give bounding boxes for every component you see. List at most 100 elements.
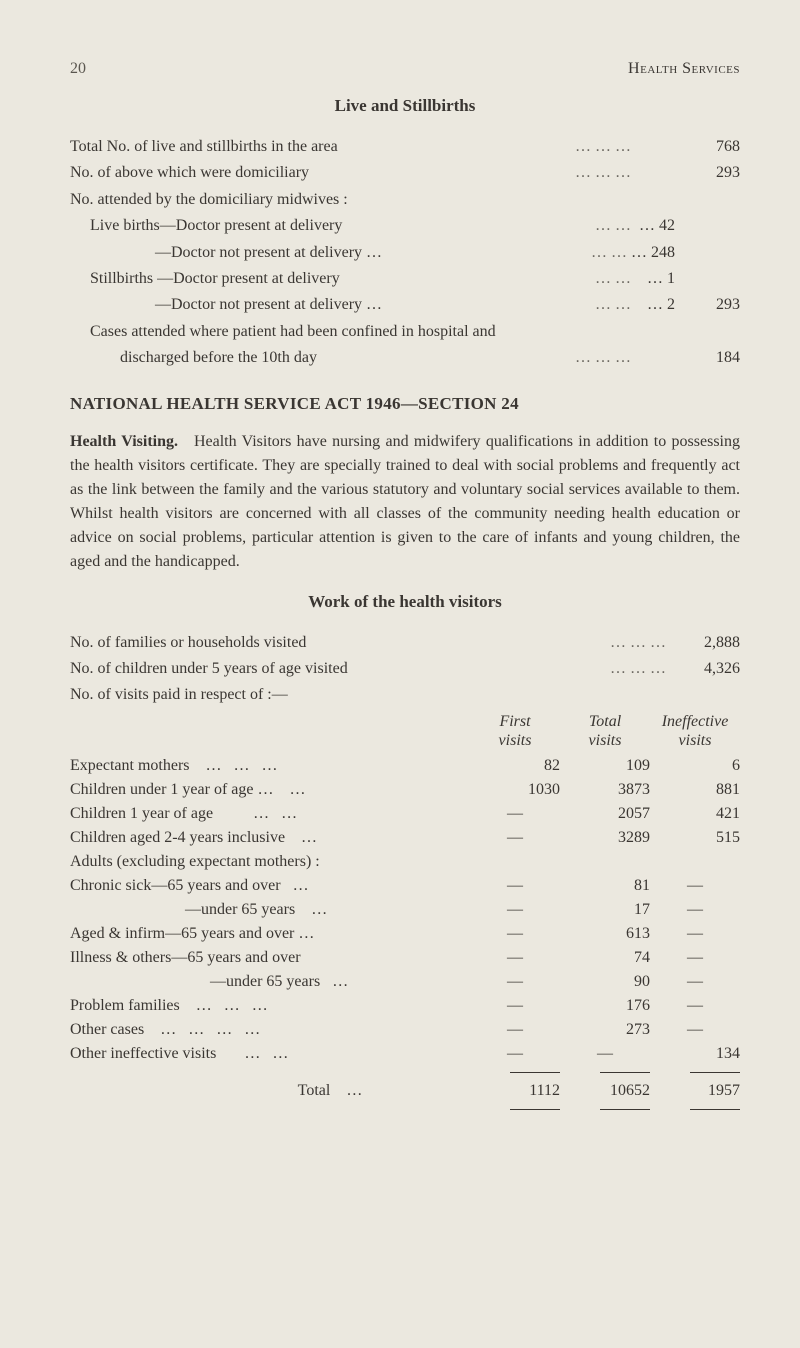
- rule: [510, 1072, 560, 1073]
- row-label: —under 65 years …: [70, 898, 470, 922]
- dots: … …: [591, 213, 635, 239]
- row-label: Adults (excluding expectant mothers) :: [70, 850, 470, 874]
- table-row: Aged & infirm—65 years and over … — 613 …: [70, 922, 740, 946]
- row-first: —: [470, 1018, 560, 1042]
- table-row: Illness & others—65 years and over — 74 …: [70, 946, 740, 970]
- dots: … … …: [571, 345, 635, 371]
- work-val: 2,888: [670, 630, 740, 656]
- ls-sub: [635, 134, 695, 160]
- ls-label: —Doctor not present at delivery …: [70, 292, 591, 318]
- row-total: 90: [560, 970, 650, 994]
- row-first: —: [470, 874, 560, 898]
- health-visiting-paragraph: Health Visiting. Health Visitors have nu…: [70, 430, 740, 574]
- ls-final: 293: [695, 292, 740, 318]
- row-first: —: [470, 826, 560, 850]
- work-row: No. of children under 5 years of age vis…: [70, 656, 740, 682]
- ls-label: discharged before the 10th day: [70, 345, 571, 371]
- row-first: [470, 850, 560, 874]
- para-lead: Health Visiting.: [70, 433, 178, 450]
- table-row: Children 1 year of age … … — 2057 421: [70, 802, 740, 826]
- ls-final: [695, 319, 740, 345]
- work-val: 4,326: [670, 656, 740, 682]
- section-title-2: Work of the health visitors: [70, 592, 740, 612]
- ls-final: 184: [695, 345, 740, 371]
- ls-row: No. attended by the domiciliary midwives…: [70, 187, 740, 213]
- row-ineff: —: [650, 922, 740, 946]
- empty-cell: [70, 709, 470, 754]
- row-total: 2057: [560, 802, 650, 826]
- ls-row: —Doctor not present at delivery … … … … …: [70, 292, 740, 318]
- row-label: Aged & infirm—65 years and over …: [70, 922, 470, 946]
- row-first: —: [470, 898, 560, 922]
- table-row: —under 65 years … — 90 —: [70, 970, 740, 994]
- ls-row: discharged before the 10th day … … … 184: [70, 345, 740, 371]
- page-container: 20 Health Services Live and Stillbirths …: [0, 0, 800, 1176]
- dots: … … …: [606, 656, 670, 682]
- row-label: Children under 1 year of age … …: [70, 778, 470, 802]
- ls-sub-val: 2: [667, 296, 675, 313]
- rule: [510, 1109, 560, 1110]
- row-label: —under 65 years …: [70, 970, 470, 994]
- row-first: —: [470, 946, 560, 970]
- work-row: No. of families or households visited … …: [70, 630, 740, 656]
- rule: [600, 1072, 650, 1073]
- row-label: Expectant mothers … … …: [70, 754, 470, 778]
- row-ineff: 421: [650, 802, 740, 826]
- national-health-title: NATIONAL HEALTH SERVICE ACT 1946—SECTION…: [70, 394, 740, 414]
- ls-final: 768: [695, 134, 740, 160]
- row-first: —: [470, 802, 560, 826]
- table-header-row: Firstvisits Totalvisits Ineffectivevisit…: [70, 709, 740, 754]
- dots: … …: [591, 266, 635, 292]
- ls-label: Stillbirths —Doctor present at delivery: [70, 266, 591, 292]
- ls-sub: … 1: [635, 266, 695, 292]
- work-label: No. of visits paid in respect of :—: [70, 682, 740, 708]
- row-total: —: [560, 1042, 650, 1066]
- row-total: 176: [560, 994, 650, 1018]
- work-label: No. of children under 5 years of age vis…: [70, 656, 606, 682]
- row-ineff: —: [650, 1018, 740, 1042]
- table-row: Chronic sick—65 years and over … — 81 —: [70, 874, 740, 898]
- ls-label: Total No. of live and stillbirths in the…: [70, 134, 571, 160]
- row-label: Problem families … … …: [70, 994, 470, 1018]
- table-row: Adults (excluding expectant mothers) :: [70, 850, 740, 874]
- ls-row: No. of above which were domiciliary … … …: [70, 160, 740, 186]
- row-total: 109: [560, 754, 650, 778]
- ls-sub-val: 248: [651, 244, 675, 261]
- ls-label: —Doctor not present at delivery …: [70, 240, 587, 266]
- header-title: Health Services: [628, 60, 740, 78]
- page-number: 20: [70, 60, 86, 78]
- row-first: —: [470, 994, 560, 1018]
- total-total: 10652: [560, 1079, 650, 1103]
- col-header-first: Firstvisits: [470, 709, 560, 754]
- table-row: Children under 1 year of age … … 1030 38…: [70, 778, 740, 802]
- row-first: —: [470, 970, 560, 994]
- row-label: Chronic sick—65 years and over …: [70, 874, 470, 898]
- row-total: [560, 850, 650, 874]
- row-first: —: [470, 922, 560, 946]
- table-row: Other cases … … … … — 273 —: [70, 1018, 740, 1042]
- table-row: Problem families … … … — 176 —: [70, 994, 740, 1018]
- ls-row: —Doctor not present at delivery … … … … …: [70, 240, 740, 266]
- row-label: Other cases … … … …: [70, 1018, 470, 1042]
- row-ineff: 515: [650, 826, 740, 850]
- visits-table: Firstvisits Totalvisits Ineffectivevisit…: [70, 709, 740, 1116]
- ls-sub: [635, 319, 695, 345]
- total-first: 1112: [470, 1079, 560, 1103]
- work-summary-block: No. of families or households visited … …: [70, 630, 740, 709]
- ls-sub-val: 1: [667, 270, 675, 287]
- row-label: Children 1 year of age … …: [70, 802, 470, 826]
- work-label: No. of families or households visited: [70, 630, 606, 656]
- row-first: 1030: [470, 778, 560, 802]
- rule: [690, 1072, 740, 1073]
- ls-row: Stillbirths —Doctor present at delivery …: [70, 266, 740, 292]
- row-ineff: —: [650, 898, 740, 922]
- rule-row: [70, 1103, 740, 1116]
- row-ineff: —: [650, 970, 740, 994]
- ls-row: Total No. of live and stillbirths in the…: [70, 134, 740, 160]
- dots: … …: [591, 292, 635, 318]
- table-row: Expectant mothers … … … 82 109 6: [70, 754, 740, 778]
- ls-label: Cases attended where patient had been co…: [70, 319, 635, 345]
- total-label: Total …: [70, 1079, 470, 1103]
- row-ineff: 134: [650, 1042, 740, 1066]
- col-header-ineff: Ineffectivevisits: [650, 709, 740, 754]
